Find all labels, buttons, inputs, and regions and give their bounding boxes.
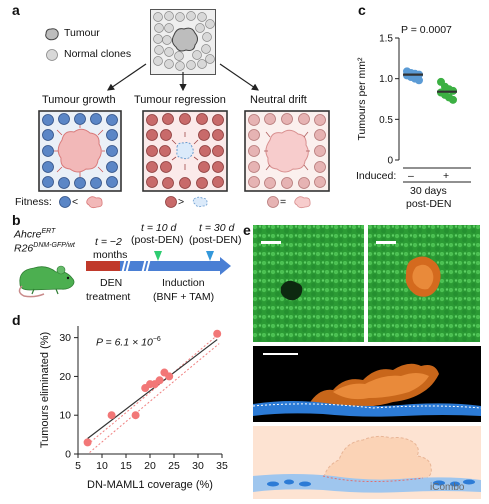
panel-d-y-tick-label: 20 <box>59 371 71 383</box>
panel-d-ci-upper <box>87 333 220 445</box>
timeline-months: months <box>93 249 128 261</box>
timeline-t30-sub: (post-DEN) <box>189 234 242 246</box>
schematic-3d-light <box>253 426 481 499</box>
panel-d-x-tick-label: 25 <box>168 460 180 472</box>
panel-a-arrows <box>90 60 270 96</box>
tile-neutral-drift <box>244 110 330 192</box>
panel-c-y-tick-label: 0.5 <box>379 115 393 126</box>
watermark: iCombo <box>430 482 465 493</box>
timeline-t10-sub: (post-DEN) <box>131 234 184 246</box>
fitness-symbol-drift: = <box>280 196 287 208</box>
panel-c-ylabel: Tumours per mm² <box>356 57 368 141</box>
panel-d-y-tick-label: 30 <box>59 332 71 344</box>
timeline-den-2: treatment <box>86 291 131 303</box>
panel-d-point <box>155 376 164 385</box>
fitness-regression <box>164 194 214 210</box>
panel-d-x-tick-label: 5 <box>75 460 81 472</box>
panel-d-chart: 5 10 15 20 25 30 35 0 10 20 30 DN-MAML1 coverage (%… <box>39 326 228 491</box>
panel-d-point <box>165 372 174 381</box>
scenario-title-drift: Neutral drift <box>250 94 307 106</box>
timeline-t-minus2: t = −2 <box>95 236 122 248</box>
panel-b-letter: b <box>12 212 21 228</box>
mouse-genotype-2-text: R26 <box>14 242 34 255</box>
panel-c-y-tick-label: 1.5 <box>379 34 393 45</box>
mouse-genotype-1: AhcreERT <box>14 228 55 241</box>
panel-d-xlabel: DN-MAML1 coverage (%) <box>87 479 213 491</box>
panel-d-p-value: P = 6.1 × 10−6 <box>96 336 161 349</box>
panel-c-letter: c <box>358 2 366 18</box>
fitness-symbol-growth: < <box>72 196 79 208</box>
panel-a-letter: a <box>12 2 20 18</box>
timeline-den-1: DEN <box>100 277 123 289</box>
panel-d-p-text: P = 6.1 × 10 <box>96 336 153 349</box>
tile-tumour-growth <box>38 110 122 192</box>
panel-d-ci-lower <box>89 343 220 453</box>
panel-d-point <box>83 438 92 447</box>
mouse-icon <box>14 256 94 300</box>
micrograph-green-left <box>253 225 364 342</box>
legend-normal-icon <box>45 48 59 67</box>
panel-a-top-tile <box>150 9 216 75</box>
panel-d-point <box>107 411 116 420</box>
fitness-growth <box>58 194 108 210</box>
timeline-induction-2: (BNF + TAM) <box>153 291 215 303</box>
panel-d-x-tick-label: 30 <box>192 460 204 472</box>
panel-d-letter: d <box>12 312 21 328</box>
panel-d-p-exp: −6 <box>152 336 161 343</box>
panel-c-chart: 0 0.5 1.0 1.5 Tumours per mm² <box>356 34 471 183</box>
panel-c-y-tick-label: 0 <box>387 156 393 167</box>
panel-c-y-tick-label: 1.0 <box>379 74 393 85</box>
fitness-symbol-regression: > <box>178 196 185 208</box>
legend-tumour-label: Tumour <box>64 27 100 39</box>
mouse-genotype-1-text: Ahcre <box>14 228 42 241</box>
mouse-genotype-1-sup: ERT <box>41 228 56 235</box>
panel-d-x-tick-label: 20 <box>144 460 156 472</box>
scenario-title-growth: Tumour growth <box>42 94 116 106</box>
panel-d-x-tick-label: 10 <box>96 460 108 472</box>
panel-c-induced-label: Induced: <box>356 170 397 182</box>
fitness-drift <box>266 194 316 210</box>
panel-c-p-value: P = 0.0007 <box>401 24 452 36</box>
panel-d-fit-line <box>87 339 218 439</box>
scenario-title-regression: Tumour regression <box>134 94 226 106</box>
micrograph-3d-black <box>253 346 481 422</box>
panel-d-ylabel: Tumours eliminated (%) <box>39 332 51 448</box>
timeline-bar <box>86 247 231 283</box>
panel-d-point <box>131 411 140 420</box>
mouse-genotype-2: R26DNM-GFP/wt <box>14 242 75 255</box>
timeline-t10: t = 10 d <box>141 222 177 234</box>
panel-d-point <box>213 329 222 338</box>
panel-c-point <box>449 95 457 104</box>
panel-c-group-plus: + <box>443 170 450 182</box>
timeline-t30: t = 30 d <box>199 222 235 234</box>
timeline-induction-1: Induction <box>162 277 205 289</box>
panel-c-group-minus: – <box>408 170 414 182</box>
panel-d-x-tick-label: 35 <box>216 460 228 472</box>
panel-d-y-tick-label: 0 <box>65 449 71 461</box>
micrograph-green-right <box>368 225 480 342</box>
panel-c-xlabel-2: post-DEN <box>406 198 452 210</box>
panel-d-y-tick-label: 10 <box>59 410 71 422</box>
legend-normal-label: Normal clones <box>64 48 132 60</box>
panel-c-xlabel-1: 30 days <box>410 185 447 197</box>
legend-tumour-icon <box>44 27 60 46</box>
mouse-genotype-2-sup: DNM-GFP/wt <box>33 242 75 249</box>
panel-d-x-tick-label: 15 <box>120 460 132 472</box>
panel-e-letter: e <box>243 222 251 238</box>
fitness-label: Fitness: <box>15 196 52 208</box>
panel-c-point <box>415 76 423 85</box>
tile-tumour-regression <box>142 110 228 192</box>
